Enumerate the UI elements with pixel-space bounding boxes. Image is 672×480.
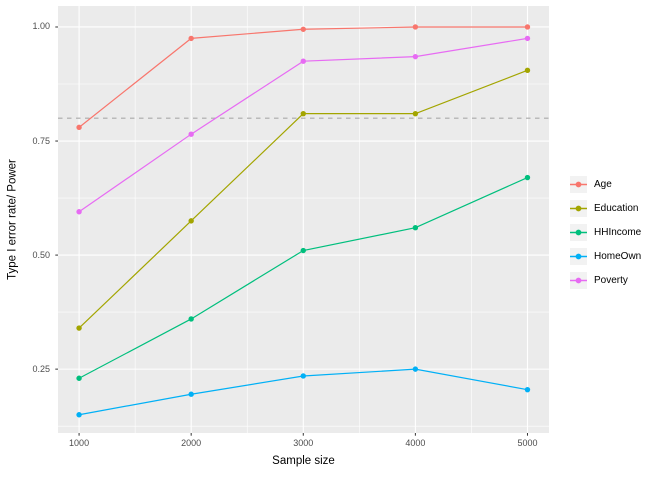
data-point-hhincome	[300, 247, 306, 254]
data-point-poverty	[188, 131, 194, 137]
legend-key-icon	[570, 223, 587, 241]
y-axis-title: Type I error rate/ Power	[6, 159, 19, 280]
x-tick-label: 2000	[181, 438, 202, 448]
data-point-homeown	[300, 373, 306, 379]
legend: Age Education HHIncome HomeOwn Poverty	[570, 172, 641, 292]
legend-key-icon	[570, 271, 587, 289]
y-tick-label: 0.75	[32, 135, 50, 146]
legend-entry-age: Age	[570, 172, 641, 196]
data-point-homeown	[76, 412, 82, 418]
data-point-poverty	[524, 35, 531, 42]
data-point-hhincome	[188, 316, 194, 322]
data-point-poverty	[76, 209, 82, 215]
y-tick-label: 0.25	[32, 363, 50, 374]
legend-label: Poverty	[594, 274, 628, 286]
legend-entry-homeown: HomeOwn	[570, 244, 641, 268]
x-axis-title: Sample size	[272, 455, 335, 467]
legend-key-icon	[570, 199, 587, 217]
data-point-age	[524, 24, 531, 30]
legend-label: Education	[594, 202, 639, 214]
data-point-hhincome	[524, 174, 531, 181]
y-tick-label: 1.00	[32, 21, 50, 32]
data-point-education	[412, 110, 419, 117]
legend-entry-hhincome: HHIncome	[570, 220, 641, 244]
legend-label: HomeOwn	[594, 250, 642, 262]
data-point-poverty	[412, 53, 419, 60]
x-tick-label: 4000	[405, 438, 426, 448]
legend-label: HHIncome	[594, 226, 642, 238]
data-point-education	[300, 110, 306, 117]
data-point-hhincome	[412, 225, 419, 231]
data-point-age	[412, 24, 419, 30]
data-point-education	[524, 67, 531, 74]
y-tick-label: 0.50	[32, 249, 50, 260]
data-point-education	[188, 218, 194, 224]
legend-entry-poverty: Poverty	[570, 268, 641, 292]
legend-key-icon	[570, 175, 587, 193]
data-point-homeown	[524, 386, 531, 393]
legend-label: Age	[594, 178, 612, 190]
x-tick-label: 1000	[69, 438, 90, 448]
legend-key-icon	[570, 247, 587, 265]
x-tick-label: 5000	[517, 438, 538, 448]
data-point-age	[76, 124, 82, 131]
x-tick-label: 3000	[293, 438, 314, 448]
data-point-hhincome	[76, 375, 82, 381]
data-point-poverty	[300, 58, 306, 64]
data-point-homeown	[412, 366, 419, 372]
data-point-education	[76, 325, 82, 331]
data-point-age	[188, 35, 194, 42]
plot-area	[55, 6, 549, 436]
legend-entry-education: Education	[570, 196, 641, 220]
data-point-age	[300, 26, 306, 32]
data-point-homeown	[188, 391, 194, 397]
